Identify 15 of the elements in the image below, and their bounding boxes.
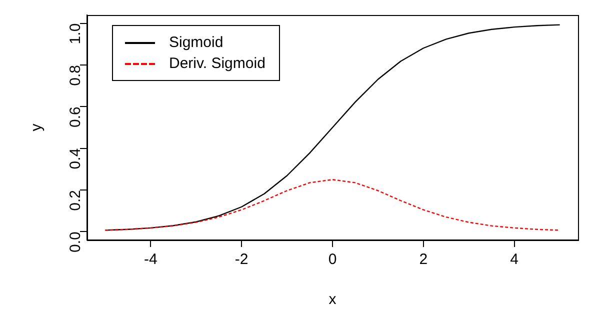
y-tick-label: 0.4: [67, 148, 84, 170]
x-axis-title: x: [328, 291, 337, 308]
y-tick-label: 1.0: [67, 23, 84, 44]
y-tick-label: 0.6: [67, 106, 84, 128]
legend-label: Sigmoid: [169, 33, 224, 53]
y-tick-label: 0.0: [67, 232, 84, 253]
x-tick-label: 2: [419, 251, 428, 268]
x-tick-label: 4: [510, 251, 519, 268]
x-tick-label: -2: [234, 251, 248, 268]
x-tick-label: -4: [144, 251, 158, 268]
x-tick-label: 0: [328, 251, 337, 268]
y-axis-title: y: [28, 123, 46, 132]
y-tick-label: 0.2: [67, 190, 84, 211]
y-tick-label: 0.8: [67, 65, 84, 86]
legend-label: Deriv. Sigmoid: [169, 54, 266, 74]
